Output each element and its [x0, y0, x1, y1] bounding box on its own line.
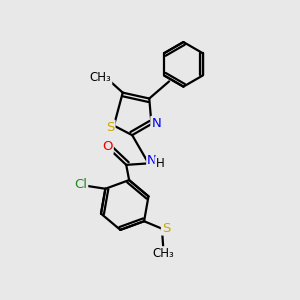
Text: N: N — [147, 154, 157, 167]
Text: Cl: Cl — [74, 178, 87, 191]
Text: H: H — [155, 158, 164, 170]
Text: O: O — [102, 140, 113, 153]
Text: CH₃: CH₃ — [152, 247, 174, 260]
Text: S: S — [106, 121, 115, 134]
Text: S: S — [162, 222, 170, 235]
Text: CH₃: CH₃ — [90, 71, 111, 84]
Text: N: N — [152, 117, 161, 130]
